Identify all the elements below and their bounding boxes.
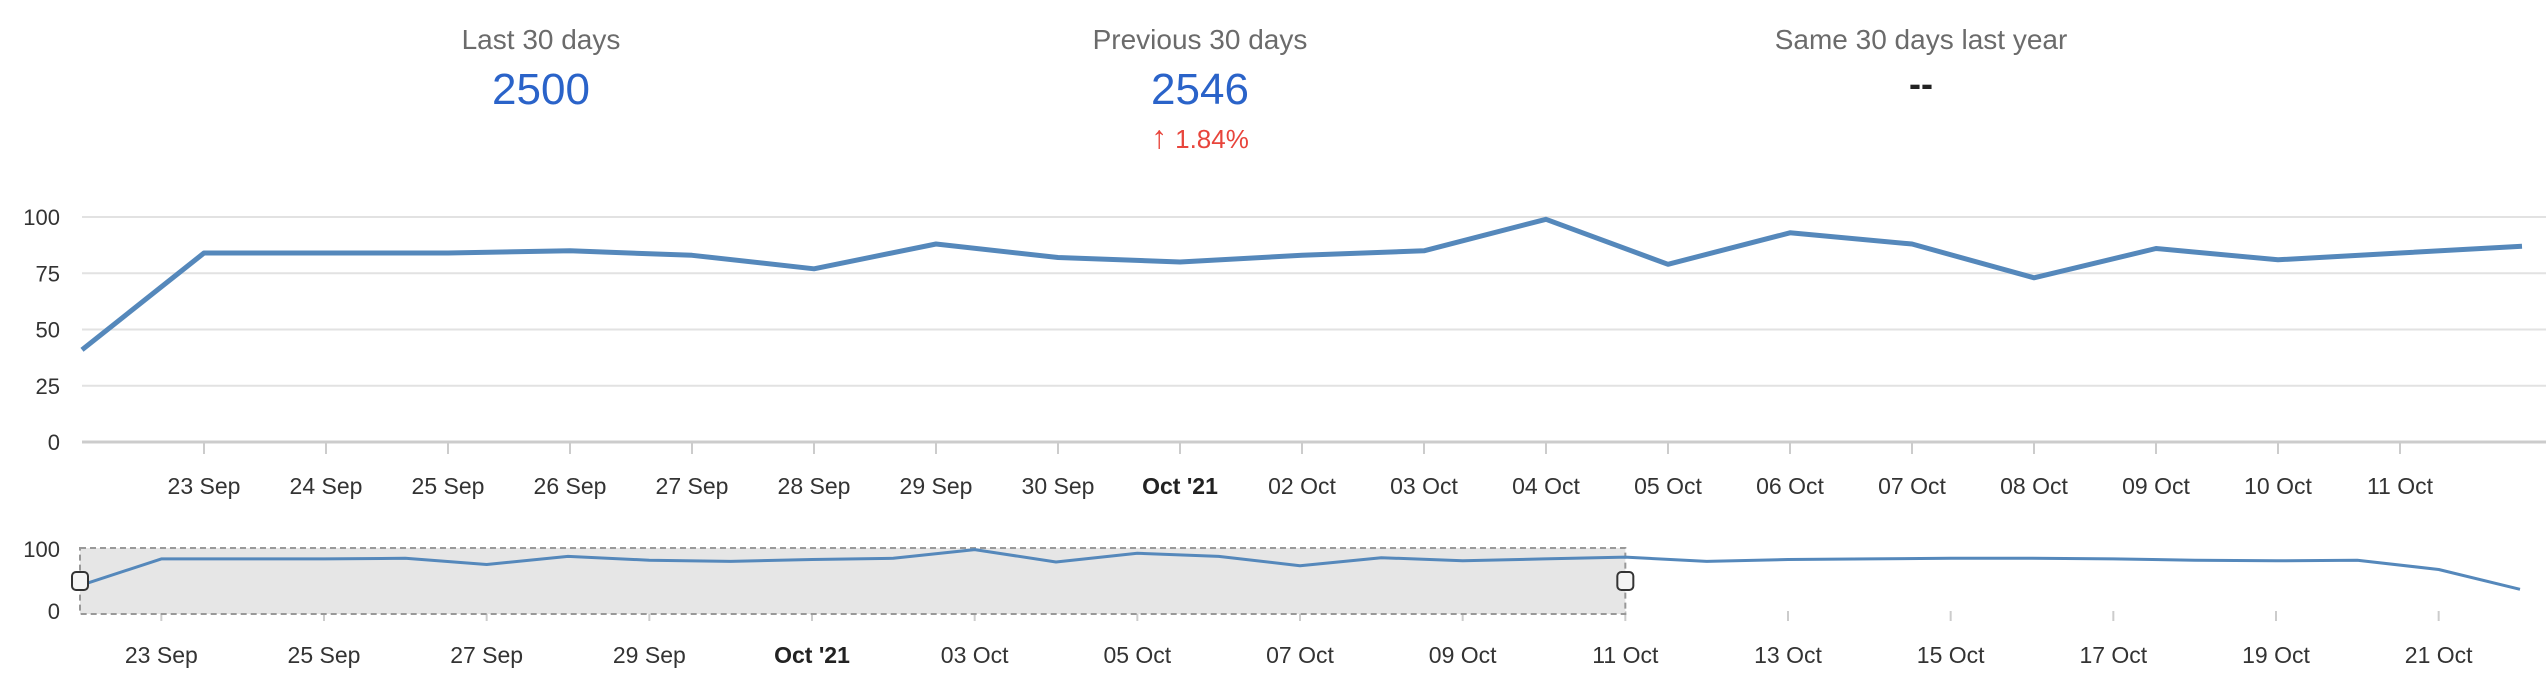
main-series-line <box>80 216 2523 352</box>
x-tick-label: 27 Sep <box>450 642 523 668</box>
y-tick-label: 50 <box>36 318 60 343</box>
y-tick-label: 100 <box>23 205 60 230</box>
y-tick-label: 75 <box>36 261 60 286</box>
stat-previous-30-days: Previous 30 days 2546 ↑ 1.84% <box>950 22 1450 156</box>
x-tick-label: 21 Oct <box>2405 642 2473 668</box>
x-tick-label: 25 Sep <box>412 473 485 499</box>
x-tick-label: 25 Sep <box>288 642 361 668</box>
x-tick-label: 26 Sep <box>534 473 607 499</box>
main-chart-grid <box>82 216 2546 444</box>
x-tick-label: 04 Oct <box>1512 473 1580 499</box>
x-tick-label: 02 Oct <box>1268 473 1336 499</box>
stat-change-value: 1.84% <box>1175 124 1249 154</box>
x-tick-label: 27 Sep <box>656 473 729 499</box>
x-tick-label: 11 Oct <box>1592 642 1659 668</box>
x-tick-label: Oct '21 <box>1142 473 1218 499</box>
x-tick-label: 06 Oct <box>1756 473 1824 499</box>
x-tick-label: 30 Sep <box>1022 473 1095 499</box>
y-tick-label: 100 <box>23 537 60 562</box>
x-tick-label: 03 Oct <box>1390 473 1458 499</box>
x-tick-label: 29 Sep <box>613 642 686 668</box>
arrow-up-icon: ↑ <box>1151 119 1168 155</box>
main-x-axis: 23 Sep 24 Sep 25 Sep 26 Sep 27 Sep 28 Sep 29 S… <box>168 442 2434 499</box>
stat-value: 2500 <box>492 65 590 114</box>
x-tick-label: 24 Sep <box>290 473 363 499</box>
navigator-handle-right[interactable] <box>1616 571 1635 591</box>
x-tick-label: 19 Oct <box>2242 642 2310 668</box>
y-tick-label: 0 <box>48 430 60 455</box>
stat-same-30-days-last-year: Same 30 days last year -- <box>1671 22 2171 106</box>
x-tick-label: 05 Oct <box>1103 642 1171 668</box>
stat-value: -- <box>1909 63 1933 104</box>
x-tick-label: 29 Sep <box>900 473 973 499</box>
stat-label: Same 30 days last year <box>1774 24 2068 55</box>
x-tick-label: 28 Sep <box>778 473 851 499</box>
stat-value: 2546 <box>1151 65 1249 114</box>
y-tick-label: 0 <box>48 599 60 624</box>
navigator-series-line <box>79 548 2521 591</box>
y-tick-label: 25 <box>36 374 60 399</box>
navigator-y-axis: 0 100 <box>23 537 60 624</box>
x-tick-label: 15 Oct <box>1917 642 1985 668</box>
x-tick-label: 08 Oct <box>2000 473 2068 499</box>
x-tick-label: Oct '21 <box>774 642 850 668</box>
navigator-x-axis: 23 Sep 25 Sep 27 Sep 29 Sep Oct '21 03 Oct 05 … <box>125 611 2473 668</box>
stat-label: Last 30 days <box>461 24 621 55</box>
x-tick-label: 05 Oct <box>1634 473 1702 499</box>
x-tick-label: 17 Oct <box>2079 642 2147 668</box>
x-tick-label: 09 Oct <box>2122 473 2190 499</box>
main-y-axis: 0 25 50 75 100 <box>23 205 60 455</box>
stat-change: ↑ 1.84% <box>950 120 1450 156</box>
navigator-handle-left[interactable] <box>71 571 89 591</box>
x-tick-label: 23 Sep <box>168 473 241 499</box>
stat-last-30-days: Last 30 days 2500 <box>291 22 791 118</box>
x-tick-label: 07 Oct <box>1878 473 1946 499</box>
x-tick-label: 11 Oct <box>2367 473 2434 499</box>
x-tick-label: 09 Oct <box>1429 642 1497 668</box>
x-tick-label: 23 Sep <box>125 642 198 668</box>
stat-label: Previous 30 days <box>1092 24 1308 55</box>
x-tick-label: 07 Oct <box>1266 642 1334 668</box>
x-tick-label: 13 Oct <box>1754 642 1822 668</box>
x-tick-label: 03 Oct <box>941 642 1009 668</box>
x-tick-label: 10 Oct <box>2244 473 2312 499</box>
